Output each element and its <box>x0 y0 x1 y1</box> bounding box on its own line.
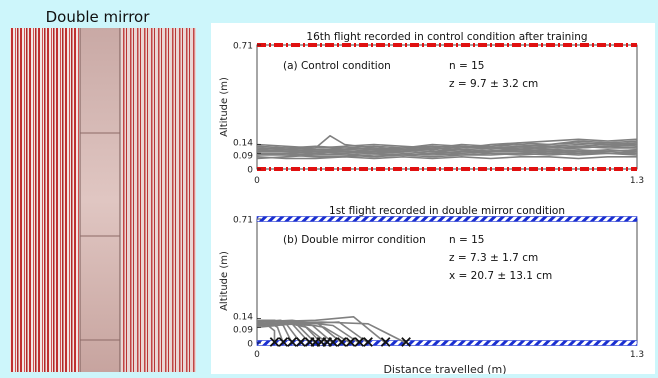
crash-marker-13 <box>363 337 373 347</box>
crash-marker-15 <box>401 337 411 347</box>
y-tick-label: 0.14 <box>233 313 253 323</box>
trajectory-14 <box>256 315 387 344</box>
trajectory-13 <box>256 321 369 344</box>
stat-line: z = 9.7 ± 3.2 cm <box>449 78 538 90</box>
y-axis-label: Altitude (m) <box>219 251 230 311</box>
trajectory-11 <box>256 149 638 156</box>
x-tick-label: 1.3 <box>630 350 644 360</box>
condition-label: (b) Double mirror condition <box>283 234 426 246</box>
y-tick-label: 0 <box>247 166 253 176</box>
x-tick-label: 1.3 <box>630 176 644 186</box>
stat-line: n = 15 <box>449 234 485 246</box>
chart-control-condition: 16th flight recorded in control conditio… <box>219 31 644 186</box>
y-tick-label: 0.71 <box>233 216 253 226</box>
trajectory-13 <box>256 147 637 156</box>
crash-marker-14 <box>380 337 391 347</box>
condition-label: (a) Control condition <box>283 60 391 72</box>
y-axis-label: Altitude (m) <box>219 77 230 137</box>
crash-marker-10 <box>336 337 347 347</box>
trajectory-15 <box>256 149 638 160</box>
stat-line: x = 20.7 ± 13.1 cm <box>449 270 552 282</box>
trajectory-15 <box>256 321 407 344</box>
x-tick-label: 0 <box>254 350 260 360</box>
crash-marker-4 <box>296 337 306 347</box>
chart-double-mirror-condition: 1st flight recorded in double mirror con… <box>219 205 644 360</box>
trajectory-14 <box>256 143 638 153</box>
crash-marker-9 <box>328 337 338 347</box>
crash-marker-3 <box>287 337 297 347</box>
trajectory-9 <box>256 142 638 151</box>
y-tick-label: 0.14 <box>233 139 253 149</box>
x-axis-label: Distance travelled (m) <box>383 363 506 374</box>
panel-title: Double mirror <box>45 8 150 26</box>
y-tick-label: 0.09 <box>233 325 253 335</box>
stat-line: z = 7.3 ± 1.7 cm <box>449 252 538 264</box>
corridor-photo <box>10 28 196 372</box>
ceiling-pattern <box>256 216 638 222</box>
crash-marker-11 <box>345 337 356 347</box>
trajectory-5 <box>256 145 637 151</box>
chart-title: 16th flight recorded in control conditio… <box>306 31 587 43</box>
trajectory-charts: 16th flight recorded in control conditio… <box>219 31 644 376</box>
x-tick-label: 0 <box>254 176 260 186</box>
crash-marker-12 <box>354 337 365 347</box>
y-tick-label: 0.09 <box>233 151 253 161</box>
chart-title: 1st flight recorded in double mirror con… <box>329 205 565 217</box>
y-tick-label: 0.71 <box>233 42 253 52</box>
y-tick-label: 0 <box>247 340 253 350</box>
stat-line: n = 15 <box>449 60 485 72</box>
charts-panel: 16th flight recorded in control conditio… <box>211 23 655 376</box>
crash-marker-2 <box>278 337 289 347</box>
crash-marker-1 <box>269 337 280 347</box>
trajectory-8 <box>256 156 637 160</box>
